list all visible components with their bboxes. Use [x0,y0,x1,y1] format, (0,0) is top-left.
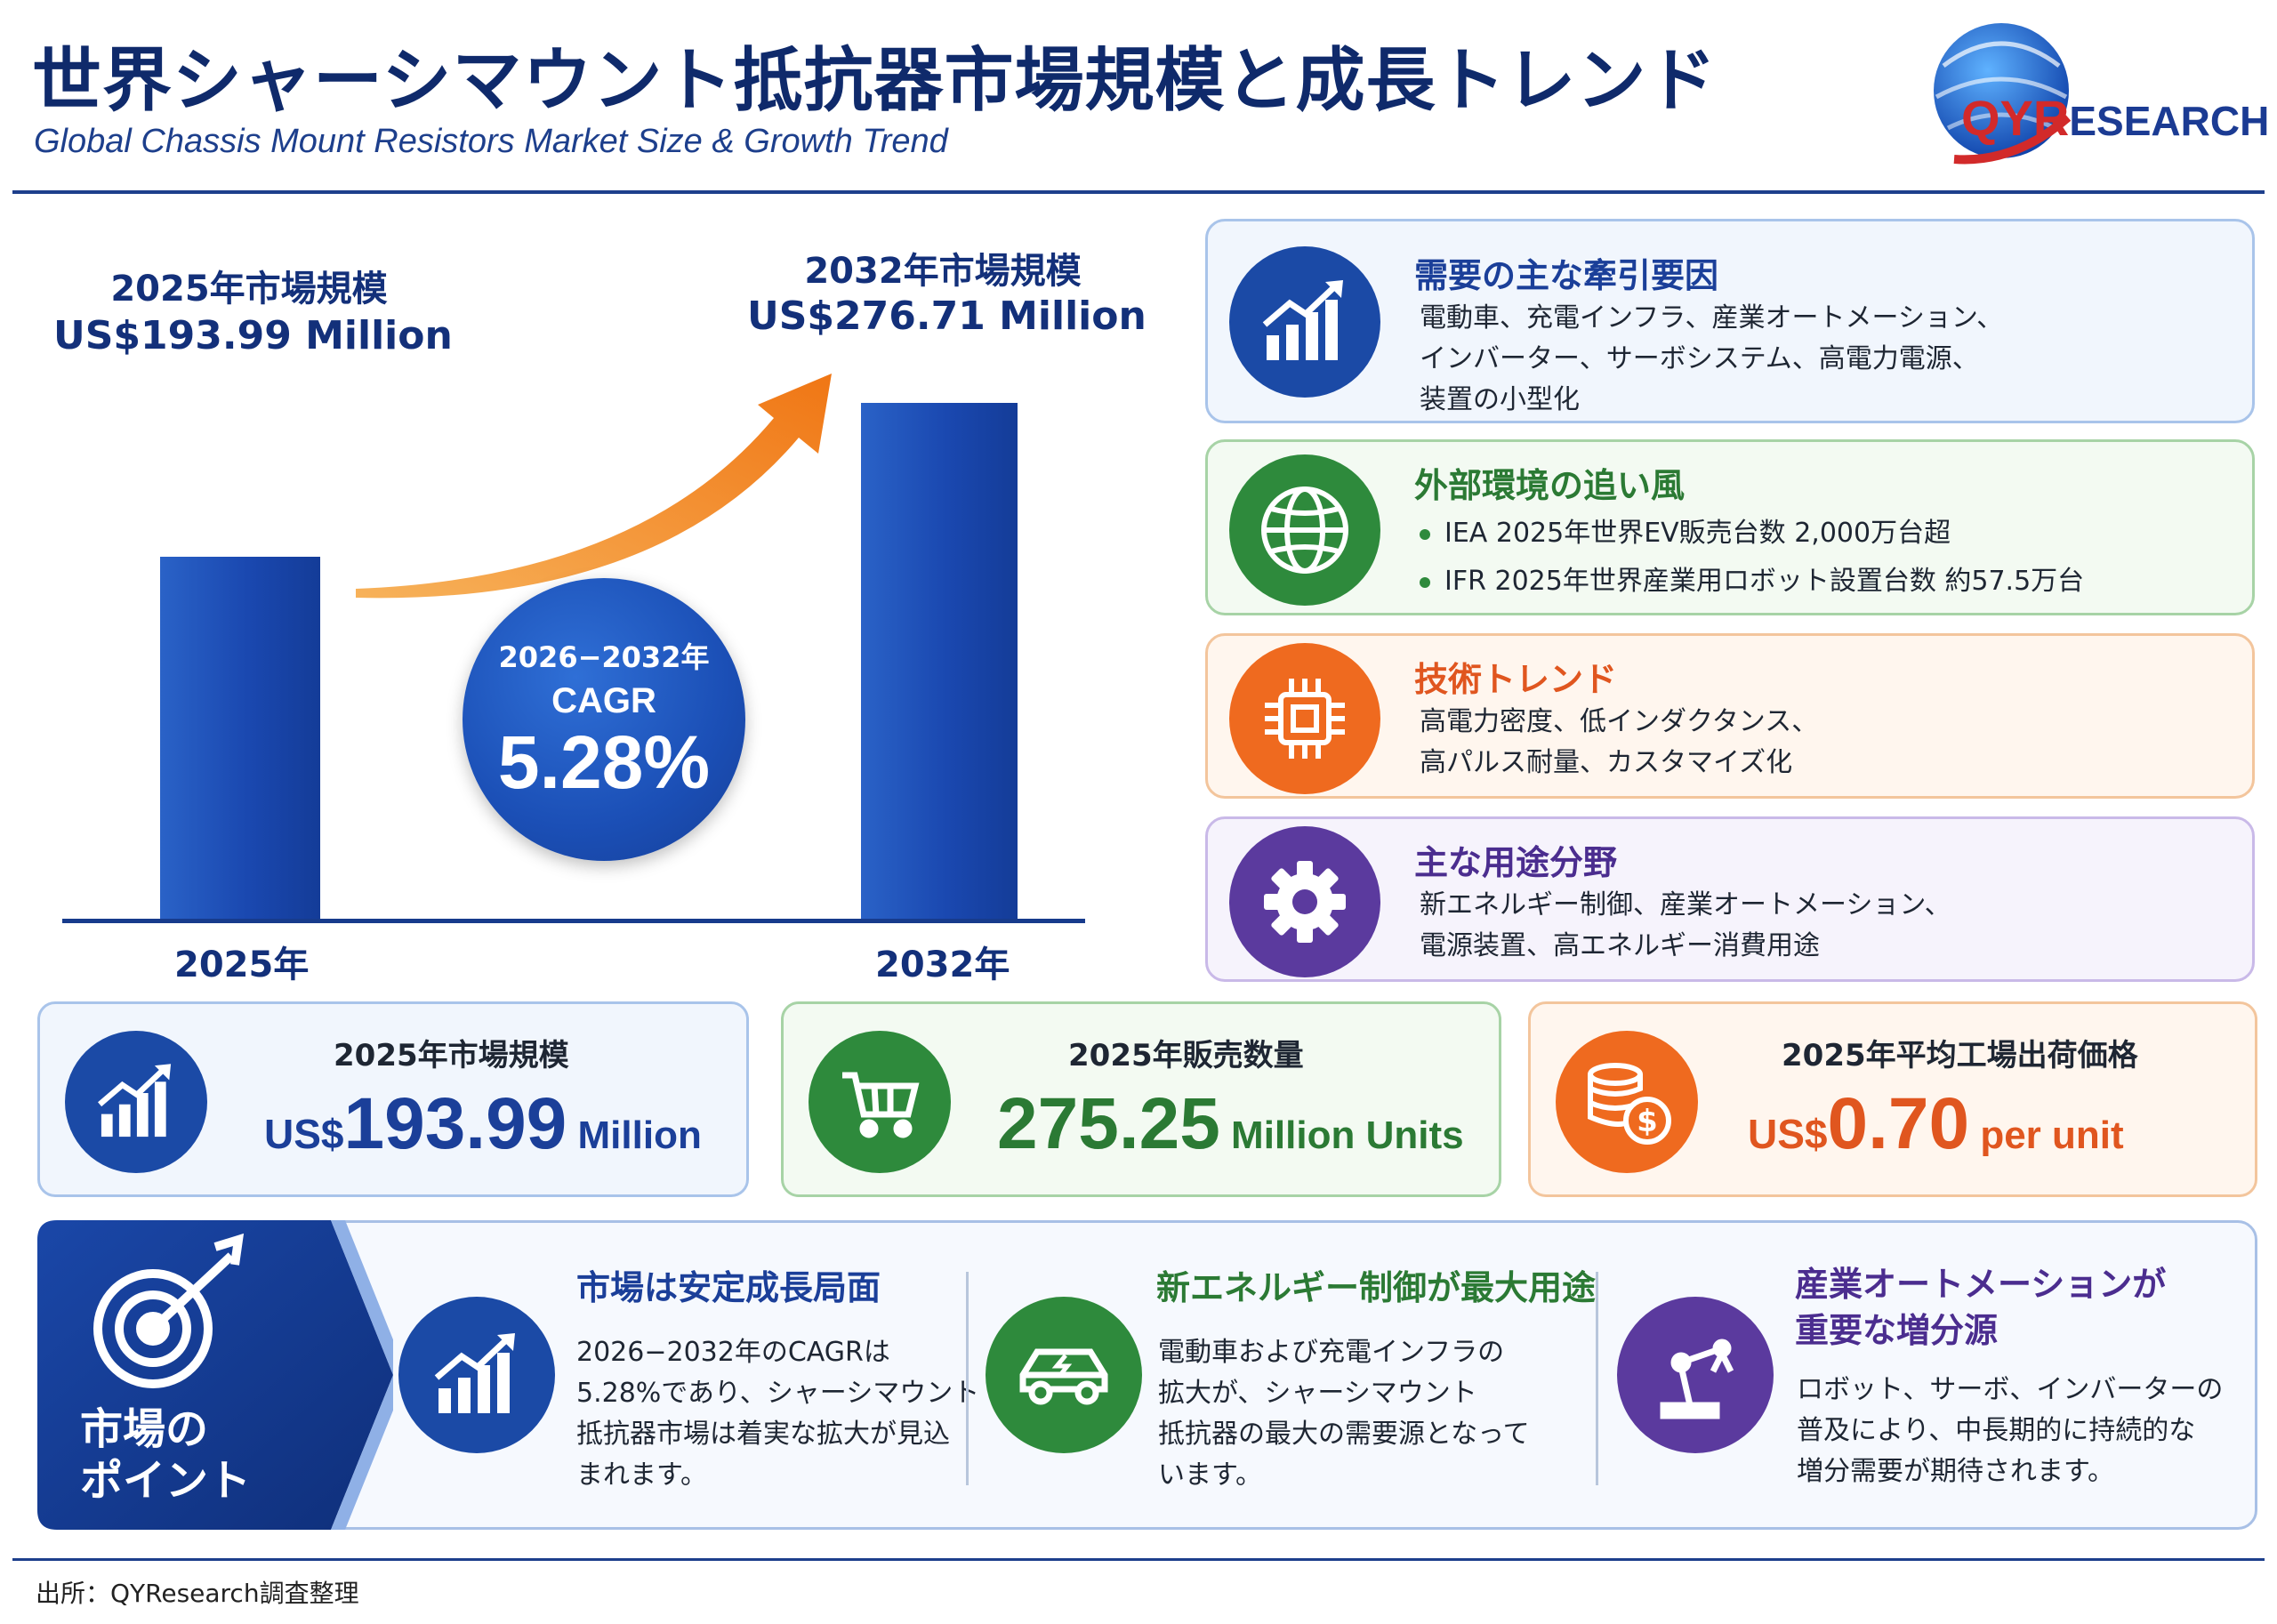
gear-icon [1229,826,1380,977]
page-subtitle: Global Chassis Mount Resistors Market Si… [34,123,948,160]
bar-annotation-2025-value: US$193.99 Million [53,313,453,358]
robot-arm-icon [1617,1297,1774,1453]
card-external-tailwinds: 外部環境の追い風 IEA 2025年世界EV販売台数 2,000万台超 IFR … [1205,439,2255,615]
divider [1596,1272,1598,1485]
card-applications: 主な用途分野 新エネルギー制御、産業オートメーション、 電源装置、高エネルギー消… [1205,816,2255,982]
bar-annotation-2032-value: US$276.71 Million [747,293,1147,339]
card-body: 電動車、充電インフラ、産業オートメーション、 インバーター、サーボシステム、高電… [1420,302,2004,415]
stat-value: US$0.70 per unit [1748,1083,2124,1164]
divider [966,1272,969,1485]
growth-arrow [356,374,832,599]
target-icon [93,1233,245,1388]
stat-label: 2025年平均工場出荷価格 [1782,1038,2138,1073]
stat-value: 275.25 Million Units [997,1083,1464,1164]
point-body: ロボット、サーボ、インバーターの 普及により、中長期的に持続的な 増分需要が期待… [1797,1374,2224,1487]
source-note: 出所：QYResearch調査整理 [36,1579,359,1608]
card-body: 高電力密度、低インダクタンス、 高パルス耐量、カスタマイズ化 [1420,706,1819,778]
growth-chart-icon [398,1297,555,1453]
card-body: 新エネルギー制御、産業オートメーション、 電源装置、高エネルギー消費用途 [1420,889,1951,961]
x-tick-2025: 2025年 [174,945,310,985]
bar-annotation-2032-title: 2032年市場規模 [804,251,1082,292]
cagr-label: CAGR [551,681,656,720]
footer-divider [12,1558,2265,1561]
page-title: 世界シャーシマウント抵抗器市場規模と成長トレンド [32,41,1718,121]
stat-card-market-size: 2025年市場規模 US$193.99 Million [37,1001,749,1197]
x-axis-line [62,919,1085,923]
point-title: 市場は安定成長局面 [576,1268,881,1307]
logo-wordmark: QYRESEARCH [1961,90,2270,146]
card-demand-drivers: 需要の主な牽引要因 電動車、充電インフラ、産業オートメーション、 インバーター、… [1205,219,2255,423]
cagr-value: 5.28% [497,720,711,804]
card-title: 主な用途分野 [1414,843,1618,882]
globe-icon [1229,454,1380,606]
stat-label: 2025年販売数量 [1068,1038,1304,1073]
coins-icon: $ [1556,1031,1698,1173]
bar-annotation-2025-title: 2025年市場規模 [110,269,388,310]
card-tech-trends: 技術トレンド 高電力密度、低インダクタンス、 高パルス耐量、カスタマイズ化 [1205,633,2255,799]
card-body: IEA 2025年世界EV販売台数 2,000万台超 IFR 2025年世界産業… [1420,510,2084,606]
svg-text:$: $ [1637,1104,1658,1139]
point-title: 新エネルギー制御が最大用途 [1156,1268,1597,1307]
header-divider [12,190,2265,194]
bar-2025 [160,557,320,919]
stat-card-avg-price: $ 2025年平均工場出荷価格 US$0.70 per unit [1528,1001,2257,1197]
stat-card-sales-volume: 2025年販売数量 275.25 Million Units [781,1001,1501,1197]
stat-label: 2025年市場規模 [334,1038,569,1073]
x-tick-2032: 2032年 [875,945,1010,985]
point-body: 電動車および充電インフラの 拡大が、シャーシマウント 抵抗器の最大の需要源となっ… [1158,1337,1530,1491]
ev-car-icon [986,1297,1142,1453]
card-title: 需要の主な牽引要因 [1414,256,1719,295]
growth-chart-icon [65,1031,207,1173]
qyresearch-logo [1934,23,2072,165]
chip-icon [1229,643,1380,794]
stat-value: US$193.99 Million [264,1083,702,1164]
points-tab-label: 市場の ポイント [80,1404,252,1506]
bar-2032 [861,403,1018,919]
card-title: 外部環境の追い風 [1414,466,1686,505]
growth-chart-icon [1229,246,1380,398]
point-title: 産業オートメーションが 重要な増分源 [1795,1265,2167,1350]
cagr-badge: 2026−2032年 CAGR 5.28% [463,578,745,861]
card-title: 技術トレンド [1414,660,1618,699]
cart-icon [809,1031,951,1173]
point-body: 2026−2032年のCAGRは 5.28%であり、シャーシマウント 抵抗器市場… [576,1337,980,1491]
cagr-period: 2026−2032年 [498,640,710,674]
market-points-tab [37,1220,393,1530]
